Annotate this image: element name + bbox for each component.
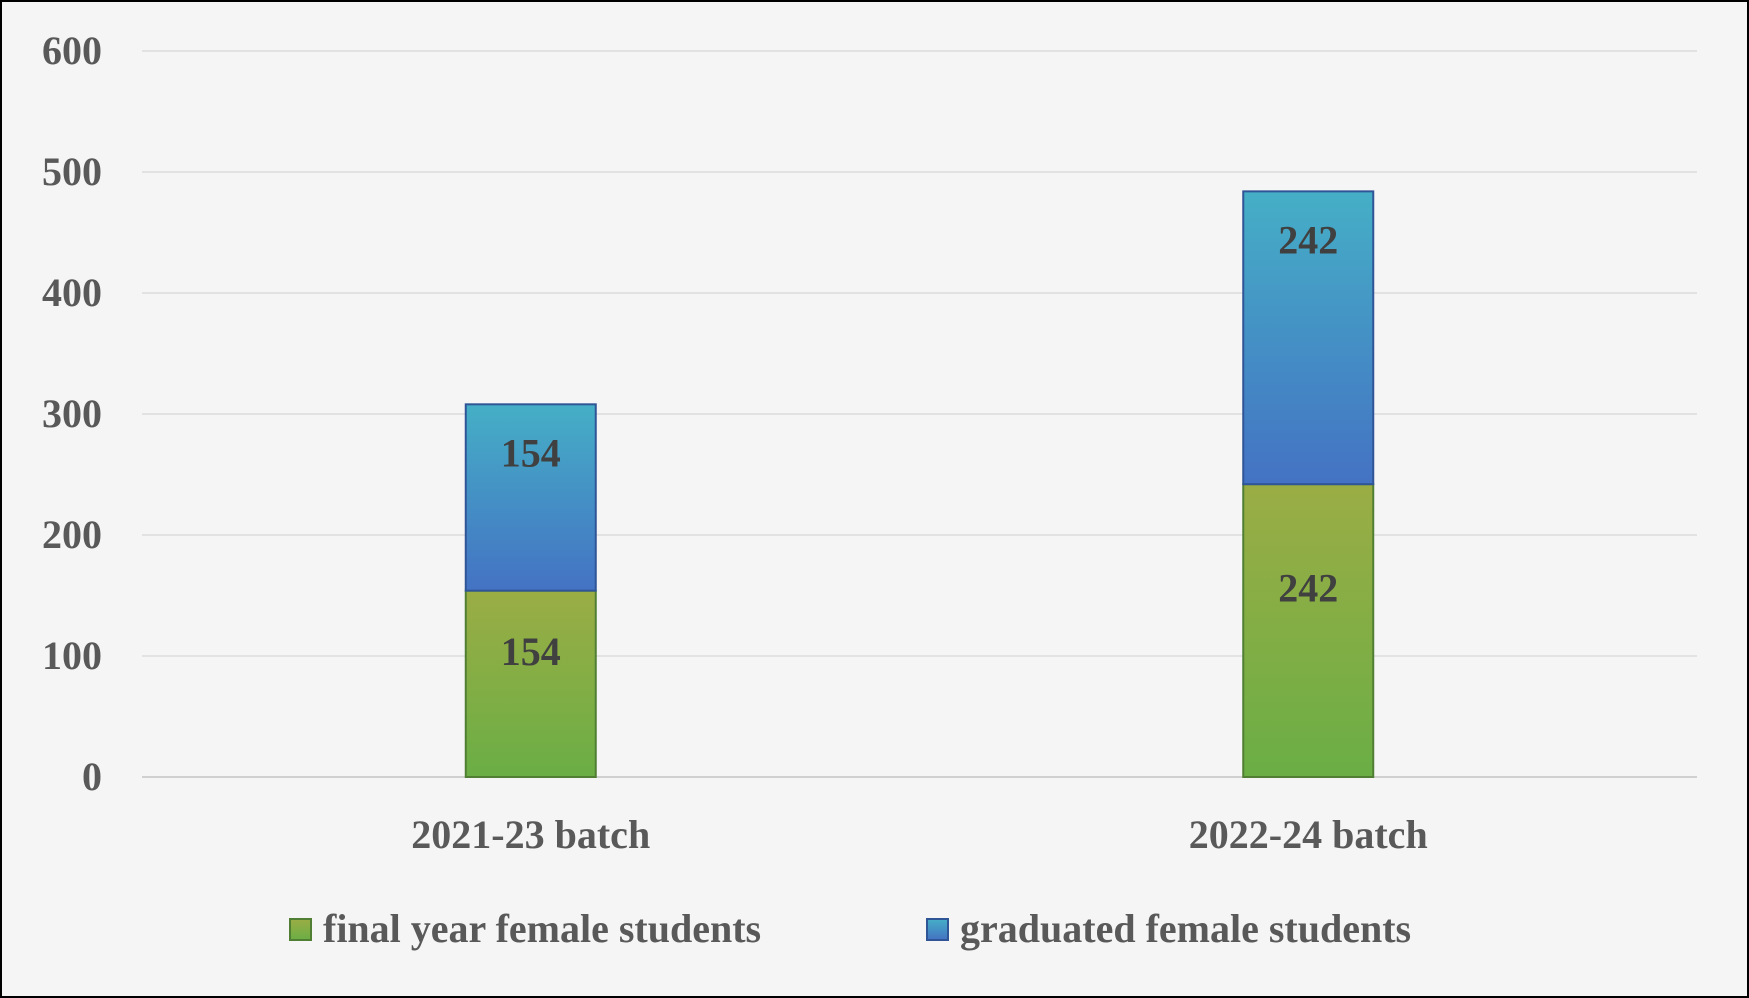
x-tick-label: 2022-24 batch <box>1189 812 1428 857</box>
y-tick-label: 300 <box>42 391 102 436</box>
data-label: 154 <box>501 629 561 674</box>
legend-swatch <box>926 918 949 941</box>
bar-segment <box>464 403 597 592</box>
x-tick-label: 2021-23 batch <box>411 812 650 857</box>
data-label: 242 <box>1278 217 1338 262</box>
y-tick-label: 100 <box>42 633 102 678</box>
bar-segment <box>1242 483 1375 778</box>
y-tick-label: 400 <box>42 270 102 315</box>
y-tick-label: 500 <box>42 149 102 194</box>
legend-label: graduated female students <box>960 906 1411 951</box>
legend-label: final year female students <box>323 906 761 951</box>
legend-swatch <box>289 918 312 941</box>
y-tick-label: 0 <box>82 754 102 799</box>
bar-segment <box>1242 190 1375 486</box>
y-tick-label: 600 <box>42 28 102 73</box>
y-tick-label: 200 <box>42 512 102 557</box>
data-label: 154 <box>501 430 561 475</box>
bar-segment <box>464 589 597 778</box>
data-label: 242 <box>1278 565 1338 610</box>
